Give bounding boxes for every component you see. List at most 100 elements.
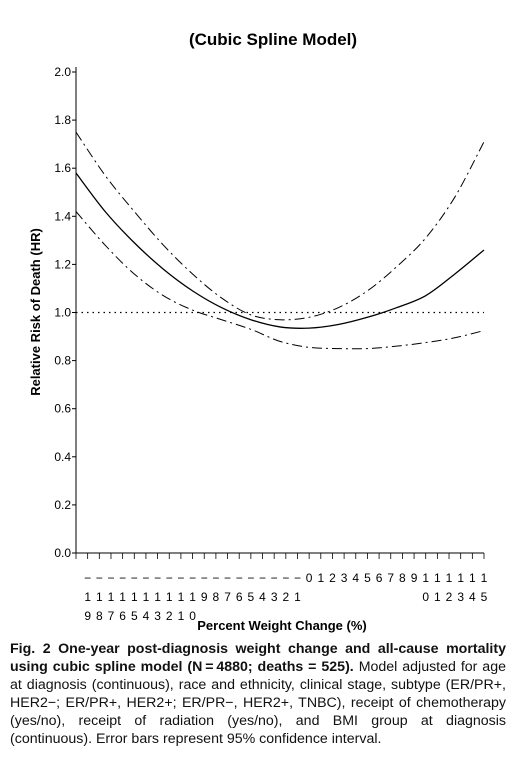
x-tick-char: − xyxy=(131,571,138,585)
series-lines xyxy=(75,131,485,350)
x-tick-char: 4 xyxy=(259,590,266,604)
x-tick-char: − xyxy=(119,571,126,585)
x-tick-label: 4 xyxy=(352,571,359,585)
x-tick-label: 9 xyxy=(411,571,418,585)
x-tick-char: 9 xyxy=(84,609,91,623)
x-tick-char: − xyxy=(201,571,208,585)
x-tick-char: − xyxy=(247,571,254,585)
x-tick-char: 3 xyxy=(271,590,278,604)
x-tick-label: − 1 0 xyxy=(189,571,196,623)
x-tick-char: 0 xyxy=(306,571,313,585)
x-tick-char: 0 xyxy=(422,590,429,604)
x-tick-char: − xyxy=(177,571,184,585)
x-tick-char: 3 xyxy=(341,571,348,585)
y-tick-label: 0.6 xyxy=(54,402,71,416)
x-tick-char: 1 xyxy=(457,571,464,585)
x-tick-label: 7 xyxy=(387,571,394,585)
x-tick-char: 1 xyxy=(317,571,324,585)
x-tick-char: 9 xyxy=(201,590,208,604)
y-axis-label: Relative Risk of Death (HR) xyxy=(28,228,43,396)
x-tick-char: 1 xyxy=(469,571,476,585)
hr-estimate-line xyxy=(75,172,485,329)
x-tick-char: − xyxy=(189,571,196,585)
x-tick-char: 4 xyxy=(469,590,476,604)
x-tick-char: 1 xyxy=(166,590,173,604)
x-tick-label: −1 xyxy=(294,571,301,604)
x-tick-char: 9 xyxy=(411,571,418,585)
x-tick-label: − 1 5 xyxy=(131,571,138,623)
x-tick-char: − xyxy=(84,571,91,585)
chart-title: (Cubic Spline Model) xyxy=(189,30,357,49)
x-tick-label: − 1 9 xyxy=(84,571,91,623)
x-tick-char: 2 xyxy=(166,609,173,623)
x-tick-char: 0 xyxy=(189,609,196,623)
x-tick-label: 6 xyxy=(376,571,383,585)
x-tick-char: 8 xyxy=(96,609,103,623)
x-tick-label: −7 xyxy=(224,571,231,604)
x-tick-char: 1 xyxy=(481,571,488,585)
x-tick-char: 7 xyxy=(108,609,115,623)
x-tick-char: − xyxy=(259,571,266,585)
x-tick-char: 6 xyxy=(119,609,126,623)
x-tick-char: 1 xyxy=(178,609,185,623)
x-tick-label: 14 xyxy=(469,571,476,604)
x-tick-label: 10 xyxy=(422,571,429,604)
x-tick-char: 8 xyxy=(213,590,220,604)
spline-chart: (Cubic Spline Model) Relative Risk of De… xyxy=(28,30,488,633)
y-tick-label: 0.8 xyxy=(54,354,71,368)
x-tick-char: 8 xyxy=(399,571,406,585)
x-tick-label: 2 xyxy=(329,571,336,585)
x-tick-char: 2 xyxy=(329,571,336,585)
x-tick-label: 12 xyxy=(446,571,453,604)
x-tick-label: − 1 6 xyxy=(119,571,126,623)
x-tick-char: 6 xyxy=(376,571,383,585)
y-tick-label: 1.2 xyxy=(54,257,71,271)
x-tick-char: 1 xyxy=(422,571,429,585)
x-tick-char: 1 xyxy=(446,571,453,585)
x-tick-label: −8 xyxy=(212,571,219,604)
x-tick-label: 3 xyxy=(341,571,348,585)
x-tick-label: 13 xyxy=(457,571,464,604)
x-tick-label: −6 xyxy=(236,571,243,604)
x-tick-char: − xyxy=(96,571,103,585)
x-tick-label: 1 xyxy=(317,571,324,585)
x-tick-char: 1 xyxy=(131,590,138,604)
x-tick-char: 1 xyxy=(119,590,126,604)
x-axis-label: Percent Weight Change (%) xyxy=(197,618,367,633)
x-tick-char: 1 xyxy=(108,590,115,604)
x-tick-char: 5 xyxy=(131,609,138,623)
x-tick-char: − xyxy=(142,571,149,585)
x-tick-char: 5 xyxy=(481,590,488,604)
caption-body: Model adjusted for age at diagnosis (con… xyxy=(10,659,506,747)
x-tick-char: 7 xyxy=(224,590,231,604)
y-tick-label: 0.0 xyxy=(54,546,71,560)
y-ticks: 0.0 0.2 0.4 0.6 0.8 1.0 1.2 1.4 1.6 1.8 2.0 xyxy=(54,65,76,560)
x-tick-char: 1 xyxy=(189,590,196,604)
ci-lower-line xyxy=(75,211,485,350)
x-tick-label: 11 xyxy=(434,571,441,604)
x-tick-char: 2 xyxy=(282,590,289,604)
y-tick-label: 0.4 xyxy=(54,450,71,464)
x-tick-label: − 1 2 xyxy=(166,571,173,623)
x-tick-char: 4 xyxy=(143,609,150,623)
x-tick-char: − xyxy=(294,571,301,585)
x-tick-char: − xyxy=(166,571,173,585)
x-tick-char: 1 xyxy=(143,590,150,604)
x-tick-char: 6 xyxy=(236,590,243,604)
axes xyxy=(75,67,484,554)
x-tick-char: 7 xyxy=(387,571,394,585)
x-tick-char: 1 xyxy=(294,590,301,604)
x-tick-label: −5 xyxy=(247,571,254,604)
y-tick-label: 1.8 xyxy=(54,113,71,127)
x-tick-label: − 1 7 xyxy=(107,571,114,623)
x-tick-label: 8 xyxy=(399,571,406,585)
caption-label: Fig. 2 xyxy=(10,641,51,657)
x-tick-label: 0 xyxy=(306,571,313,585)
x-tick-label: 5 xyxy=(364,571,371,585)
ci-upper-line xyxy=(75,131,485,321)
x-tick-char: 1 xyxy=(154,590,161,604)
x-tick-char: 5 xyxy=(364,571,371,585)
x-tick-char: − xyxy=(224,571,231,585)
x-tick-label: − 1 1 xyxy=(177,571,184,623)
x-tick-char: − xyxy=(154,571,161,585)
